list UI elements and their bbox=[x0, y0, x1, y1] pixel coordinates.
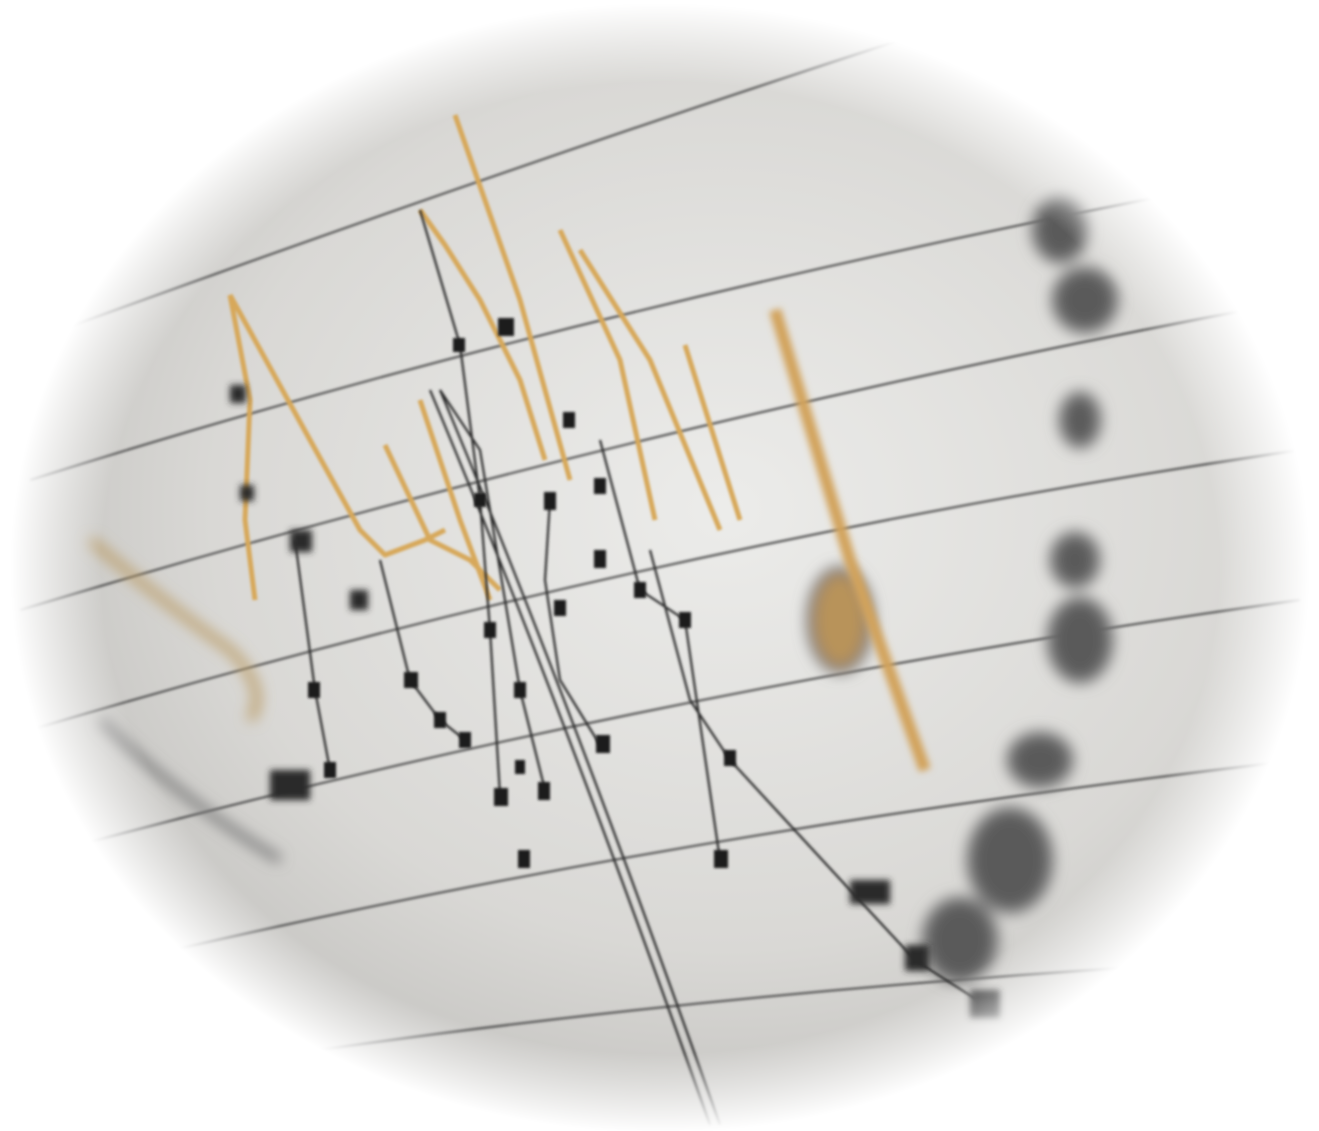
orange-series bbox=[227, 114, 743, 601]
markers bbox=[308, 318, 736, 868]
blurred-markers bbox=[230, 385, 1000, 1018]
orange-blurred-series bbox=[769, 308, 931, 773]
grid-lines bbox=[19, 39, 1301, 1066]
background-series bbox=[87, 196, 1119, 984]
